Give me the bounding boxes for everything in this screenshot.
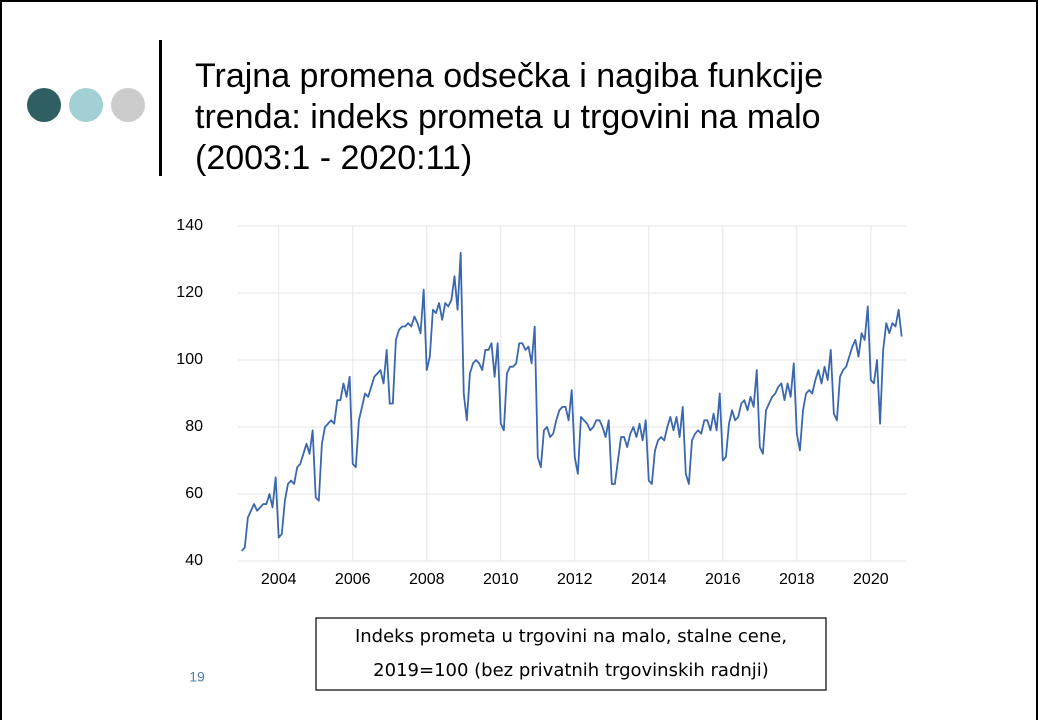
dot	[69, 88, 103, 122]
y-tick-label: 100	[176, 351, 203, 368]
series-line	[241, 251, 903, 552]
dot	[111, 88, 145, 122]
caption-line: Indeks prometa u trgovini na malo, staln…	[355, 626, 787, 647]
x-tick-label: 2012	[557, 571, 593, 588]
x-tick-label: 2014	[631, 571, 667, 588]
caption-line: 2019=100 (bez privatnih trgovinskih radn…	[373, 660, 769, 681]
caption-box	[315, 617, 827, 691]
title-line: Trajna promena odsečka i nagiba funkcije	[195, 57, 823, 95]
y-tick-label: 80	[185, 418, 203, 435]
title-bar	[159, 40, 162, 176]
x-tick-label: 2020	[853, 571, 889, 588]
y-tick-label: 40	[185, 552, 203, 569]
page-number: 19	[189, 669, 205, 685]
dot	[27, 88, 61, 122]
title-line: trenda: indeks prometa u trgovini na mal…	[195, 98, 821, 136]
x-tick-label: 2006	[335, 571, 371, 588]
y-tick-label: 120	[176, 284, 203, 301]
title-line: (2003:1 - 2020:11)	[195, 139, 472, 177]
x-tick-label: 2010	[483, 571, 519, 588]
x-tick-label: 2008	[409, 571, 445, 588]
x-tick-label: 2018	[779, 571, 815, 588]
y-tick-label: 140	[176, 217, 203, 234]
x-tick-label: 2016	[705, 571, 741, 588]
y-tick-label: 60	[185, 485, 203, 502]
x-tick-label: 2004	[261, 571, 297, 588]
